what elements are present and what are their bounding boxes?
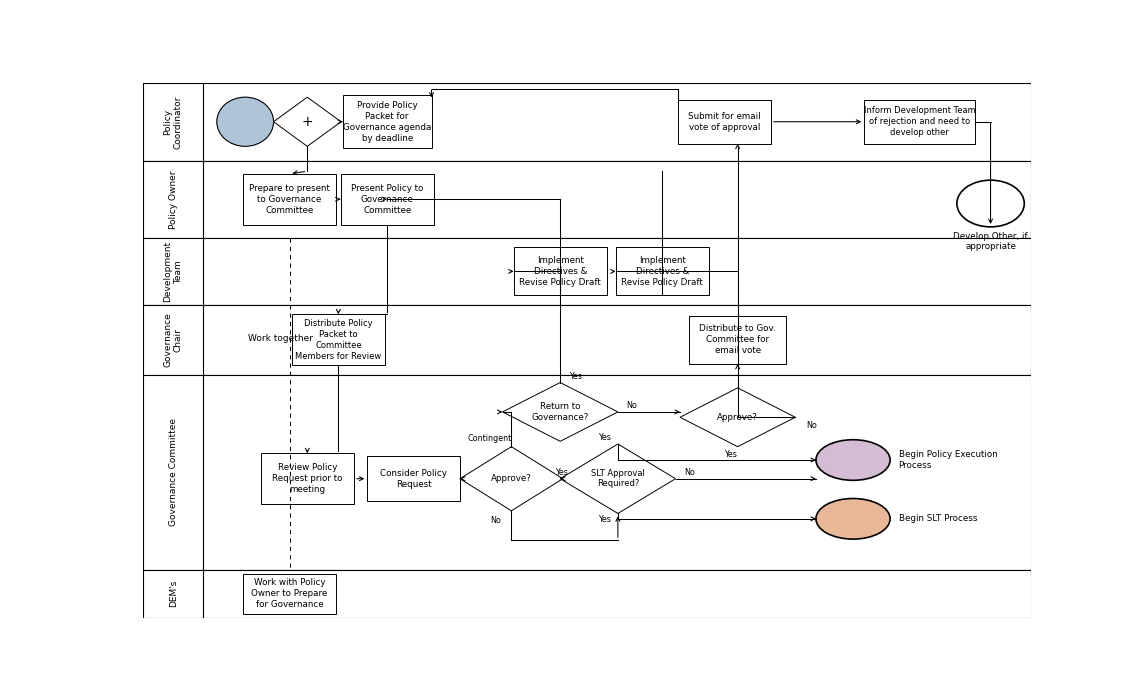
Bar [143,238,204,305]
Text: Implement
Directives &
Revise Policy Draft: Implement Directives & Revise Policy Dra… [622,256,703,287]
Polygon shape [274,97,341,146]
Bar [678,100,771,144]
Text: Distribute Policy
Packet to
Committee
Members for Review: Distribute Policy Packet to Committee Me… [295,319,381,361]
Text: Development
Team: Development Team [164,241,183,302]
Ellipse shape [957,180,1025,227]
Text: Work together: Work together [248,335,314,344]
Text: DEM's: DEM's [168,580,177,607]
Bar [143,375,204,570]
Text: SLT Approval
Required?: SLT Approval Required? [591,469,645,489]
Bar [143,161,204,238]
Bar [143,83,204,161]
Text: Policy
Coordinator: Policy Coordinator [164,95,183,149]
Polygon shape [680,388,796,447]
Text: Inform Development Team
of rejection and need to
develop other: Inform Development Team of rejection and… [863,106,976,137]
Text: Yes: Yes [724,450,737,459]
Bar [143,305,1030,375]
Text: No: No [806,421,816,430]
Bar [340,174,434,225]
Text: Provide Policy
Packet for
Governance agenda
by deadline: Provide Policy Packet for Governance age… [344,101,432,143]
Ellipse shape [816,498,890,539]
Bar [342,95,432,149]
Bar [261,453,354,504]
Text: Yes: Yes [598,433,611,442]
Bar [143,83,1030,161]
Bar [689,316,787,364]
Text: Return to
Governance?: Return to Governance? [531,403,589,422]
Text: Begin SLT Process: Begin SLT Process [899,514,977,523]
Bar [143,305,204,375]
Text: Approve?: Approve? [491,474,531,483]
Bar [143,375,1030,570]
Text: Prepare to present
to Governance
Committee: Prepare to present to Governance Committ… [250,184,330,215]
Text: Approve?: Approve? [717,413,758,422]
Ellipse shape [216,97,274,146]
Text: No: No [490,516,500,525]
Bar [143,161,1030,238]
Text: Yes: Yes [598,516,611,525]
Text: Yes: Yes [569,371,582,380]
Polygon shape [503,382,618,441]
Polygon shape [460,447,563,511]
Text: Consider Policy
Request: Consider Policy Request [380,468,448,489]
Text: Governance
Chair: Governance Chair [164,312,183,367]
Bar [368,456,460,502]
Text: No: No [626,401,638,410]
Text: Implement
Directives &
Revise Policy Draft: Implement Directives & Revise Policy Dra… [520,256,601,287]
Text: Distribute to Gov.
Committee for
email vote: Distribute to Gov. Committee for email v… [700,324,776,355]
Bar [243,573,337,613]
Bar [143,570,204,618]
Text: Yes: Yes [555,468,568,477]
Bar [143,570,1030,618]
Text: Review Policy
Request prior to
meeting: Review Policy Request prior to meeting [273,463,342,494]
Text: Develop Other, if
appropriate: Develop Other, if appropriate [954,232,1028,251]
Bar [243,174,337,225]
Text: Begin Policy Execution
Process: Begin Policy Execution Process [899,450,997,470]
Text: Policy Owner: Policy Owner [168,170,177,229]
Bar [864,100,976,144]
Bar [616,247,709,296]
Text: Contingent: Contingent [467,434,512,443]
Text: Governance Committee: Governance Committee [168,418,177,526]
Text: Work with Policy
Owner to Prepare
for Governance: Work with Policy Owner to Prepare for Go… [252,578,327,609]
Bar [292,314,385,365]
Bar [143,238,1030,305]
Polygon shape [560,444,676,514]
Text: No: No [685,468,695,477]
Text: +: + [301,115,313,129]
Text: Submit for email
vote of approval: Submit for email vote of approval [688,112,760,132]
Ellipse shape [816,440,890,480]
Bar [514,247,607,296]
Text: Present Policy to
Governance
Committee: Present Policy to Governance Committee [352,184,424,215]
